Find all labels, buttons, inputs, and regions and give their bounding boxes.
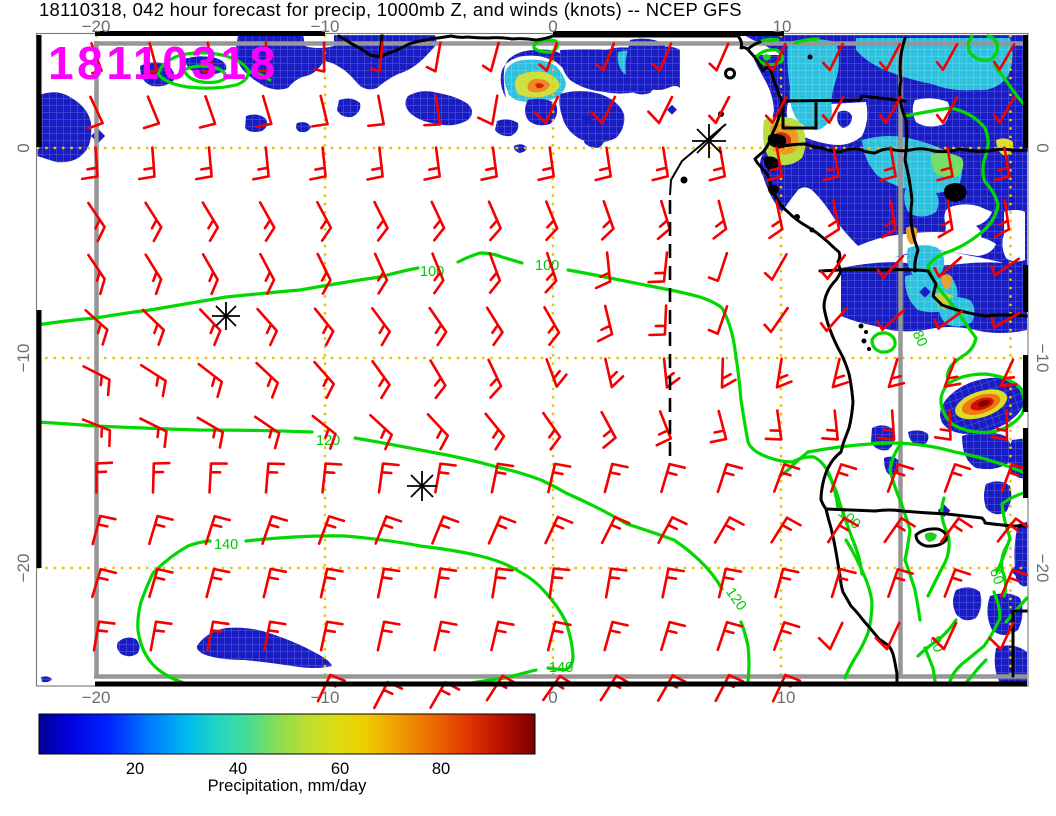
- svg-text:10: 10: [777, 688, 796, 707]
- svg-text:0: 0: [14, 143, 33, 152]
- svg-text:0: 0: [548, 688, 557, 707]
- svg-text:40: 40: [229, 760, 247, 778]
- svg-text:100: 100: [535, 258, 559, 274]
- svg-text:−20: −20: [82, 17, 111, 36]
- svg-text:−10: −10: [311, 688, 340, 707]
- svg-text:80: 80: [432, 760, 450, 778]
- svg-text:60: 60: [331, 760, 349, 778]
- svg-text:120: 120: [316, 433, 340, 449]
- svg-text:10: 10: [773, 17, 792, 36]
- svg-text:60: 60: [1017, 433, 1039, 455]
- svg-text:18110318, 042 hour forecast fo: 18110318, 042 hour forecast for precip, …: [39, 0, 742, 20]
- svg-text:−10: −10: [311, 17, 340, 36]
- svg-text:18110318: 18110318: [48, 37, 279, 89]
- svg-text:80: 80: [926, 634, 946, 654]
- svg-text:−10: −10: [14, 344, 33, 373]
- svg-text:20: 20: [126, 760, 144, 778]
- svg-text:80: 80: [909, 328, 930, 349]
- svg-text:60: 60: [986, 566, 1007, 587]
- svg-text:−10: −10: [1033, 344, 1052, 373]
- svg-text:Precipitation, mm/day: Precipitation, mm/day: [208, 777, 367, 795]
- svg-text:0: 0: [548, 17, 557, 36]
- svg-text:0: 0: [1033, 143, 1052, 152]
- svg-text:−20: −20: [1033, 554, 1052, 583]
- svg-text:140: 140: [214, 537, 238, 553]
- svg-text:140: 140: [549, 660, 573, 676]
- svg-text:−20: −20: [14, 554, 33, 583]
- svg-text:−20: −20: [82, 688, 111, 707]
